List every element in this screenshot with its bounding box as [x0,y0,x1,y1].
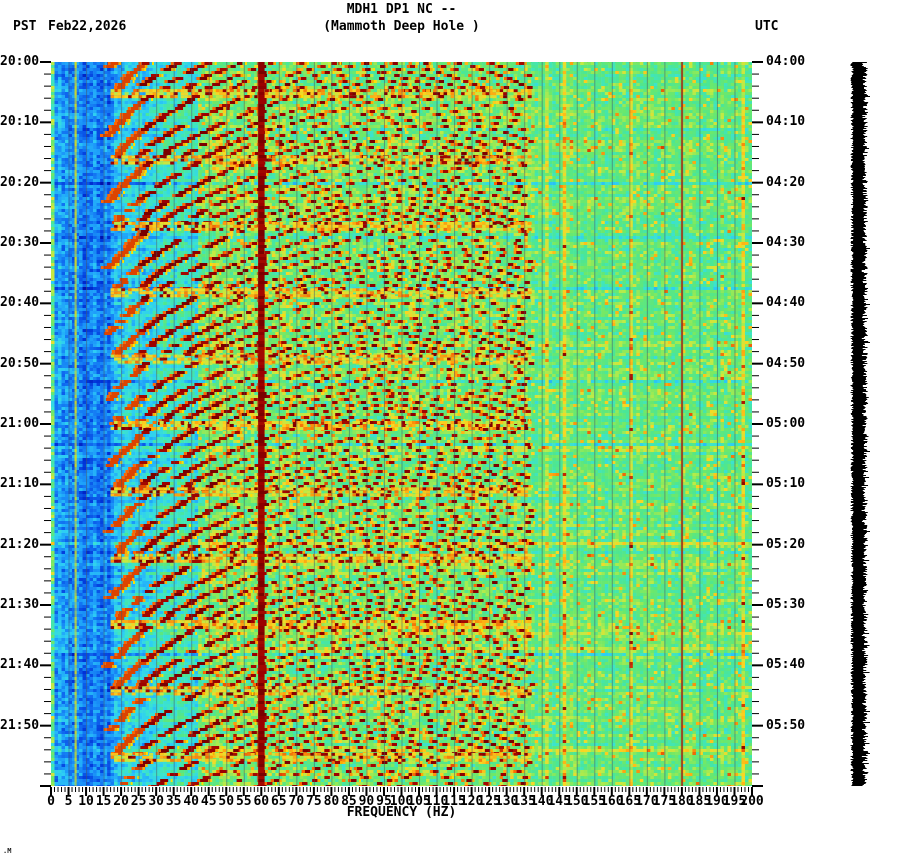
right-time-label: 05:00 [766,416,806,431]
spectrogram-canvas [51,62,752,786]
right-time-label: 05:40 [766,657,806,673]
x-tick-label: 60 [253,794,270,809]
left-time-label: 20:30 [0,235,40,250]
x-tick-label: 80 [323,794,340,809]
x-tick-label: 90 [358,794,375,809]
x-tick-label: 75 [306,794,322,809]
right-time-label: 04:50 [766,355,806,371]
x-tick-label: 110 [424,794,449,809]
x-tick-label: 70 [288,794,305,809]
x-tick-label: 55 [235,794,252,809]
seismogram-trace-bar [846,62,870,786]
left-time-label: 21:20 [0,536,40,552]
left-time-label: 20:20 [0,174,40,190]
left-time-label: 20:40 [0,295,40,311]
right-time-label: 05:10 [766,476,806,492]
x-tick-label: 85 [341,794,357,809]
x-tick-label: 45 [200,794,217,809]
x-tick-label: 140 [529,794,554,809]
x-tick-label: 165 [617,794,642,809]
x-tick-label: 135 [512,794,536,809]
x-tick-label: 5 [64,794,73,809]
x-tick-label: 95 [376,794,392,809]
x-tick-label: 30 [148,794,164,809]
x-tick-label: 25 [130,794,147,809]
x-tick-label: 120 [459,794,484,809]
left-time-label: 20:10 [0,114,40,130]
x-tick-label: 20 [113,794,129,809]
right-time-label: 04:00 [766,54,806,69]
x-tick-label: 160 [600,794,624,809]
x-tick-label: 125 [477,794,501,809]
right-time-label: 04:40 [766,295,806,311]
x-axis-title: FREQUENCY (HZ) [346,805,457,820]
x-tick-label: 50 [218,794,235,809]
x-tick-label: 195 [722,794,747,809]
x-tick-label: 105 [407,794,431,809]
left-time-label: 21:40 [0,657,40,673]
x-tick-label: 150 [565,794,589,809]
x-tick-label: 115 [442,794,466,809]
left-time-label: 20:50 [0,355,40,371]
x-tick-label: 15 [95,794,112,809]
right-time-label: 05:20 [766,536,806,552]
corner-mark: .M [3,847,12,855]
x-tick-label: 200 [740,794,764,809]
x-tick-label: 170 [635,794,659,809]
x-tick-label: 175 [652,794,677,809]
x-tick-label: 35 [165,794,182,809]
x-tick-label: 65 [270,794,287,809]
x-tick-label: 100 [389,794,414,809]
x-tick-label: 155 [582,794,606,809]
x-tick-label: 10 [78,794,94,809]
right-time-label: 04:10 [766,114,806,130]
x-tick-label: 40 [183,794,200,809]
left-time-label: 21:30 [0,597,40,612]
x-tick-label: 180 [670,794,694,809]
left-time-label: 20:00 [0,54,40,69]
x-tick-label: 185 [687,794,712,809]
x-tick-label: 0 [47,794,55,809]
x-tick-label: 190 [705,794,729,809]
right-time-label: 05:50 [766,717,806,733]
left-time-label: 21:50 [0,717,40,733]
left-time-label: 21:00 [0,416,40,431]
left-time-label: 21:10 [0,476,40,492]
x-tick-label: 145 [547,794,571,809]
right-time-label: 05:30 [766,597,806,612]
x-tick-label: 130 [494,794,519,809]
right-time-label: 04:20 [766,174,806,190]
right-time-label: 04:30 [766,235,806,250]
